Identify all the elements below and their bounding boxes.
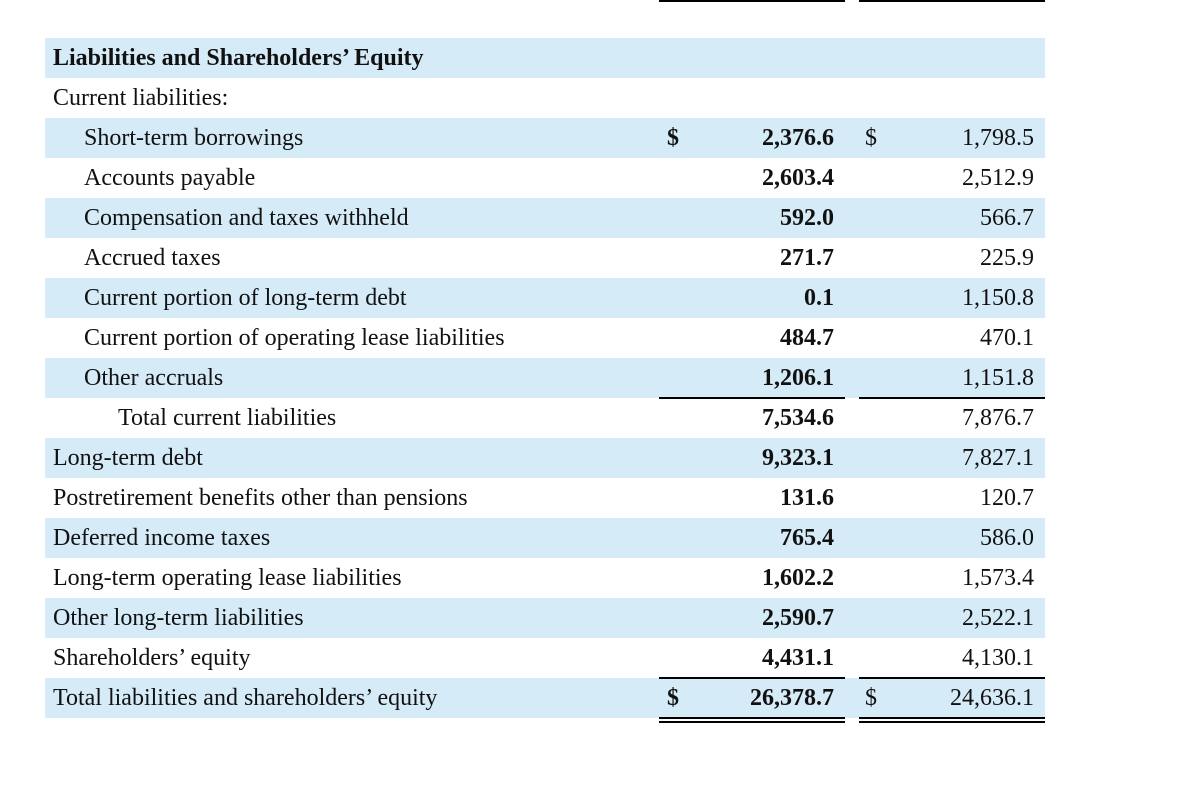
row-label: Postretirement benefits other than pensi… <box>53 485 468 511</box>
value-current: 131.6 <box>780 485 834 511</box>
value-current: 1,206.1 <box>762 365 834 391</box>
table-row: Compensation and taxes withheld 592.0 56… <box>45 198 1045 238</box>
value-prior: 1,150.8 <box>962 285 1034 311</box>
value-current: 2,603.4 <box>762 165 834 191</box>
subsection-header-row: Current liabilities: <box>45 78 1045 118</box>
value-prior: 24,636.1 <box>950 685 1034 711</box>
table-row: Current portion of long-term debt 0.1 1,… <box>45 278 1045 318</box>
row-label: Current portion of operating lease liabi… <box>84 325 505 351</box>
value-current: 592.0 <box>780 205 834 231</box>
table-row: Accounts payable 2,603.4 2,512.9 <box>45 158 1045 198</box>
current-liabilities-header: Current liabilities: <box>53 85 229 111</box>
value-prior: 1,798.5 <box>962 125 1034 151</box>
header-rule-current <box>659 0 845 2</box>
value-prior: 470.1 <box>980 325 1034 351</box>
value-prior: 120.7 <box>980 485 1034 511</box>
value-current: 765.4 <box>780 525 834 551</box>
header-rule-prior <box>859 0 1045 2</box>
currency-symbol: $ <box>667 125 679 151</box>
subtotal-rule <box>859 397 1045 399</box>
table-row: Long-term operating lease liabilities 1,… <box>45 558 1045 598</box>
value-prior: 4,130.1 <box>962 645 1034 671</box>
value-prior: 225.9 <box>980 245 1034 271</box>
row-label: Long-term operating lease liabilities <box>53 565 402 591</box>
double-rule-bottom <box>859 721 1045 723</box>
value-prior: 7,876.7 <box>962 405 1034 431</box>
value-prior: 2,512.9 <box>962 165 1034 191</box>
value-prior: 1,573.4 <box>962 565 1034 591</box>
row-label: Total current liabilities <box>118 405 337 431</box>
row-label: Total liabilities and shareholders’ equi… <box>53 685 438 711</box>
subtotal-row: Total current liabilities 7,534.6 7,876.… <box>45 398 1045 438</box>
currency-symbol: $ <box>667 685 679 711</box>
value-current: 271.7 <box>780 245 834 271</box>
subtotal-rule <box>859 677 1045 679</box>
value-current: 0.1 <box>804 285 834 311</box>
table-row: Other long-term liabilities 2,590.7 2,52… <box>45 598 1045 638</box>
subtotal-rule <box>659 677 845 679</box>
row-label: Short-term borrowings <box>84 125 304 151</box>
value-prior: 1,151.8 <box>962 365 1034 391</box>
table-row: Deferred income taxes 765.4 586.0 <box>45 518 1045 558</box>
row-label: Long-term debt <box>53 445 203 471</box>
row-label: Accrued taxes <box>84 245 221 271</box>
row-label: Other long-term liabilities <box>53 605 304 631</box>
table-row: Postretirement benefits other than pensi… <box>45 478 1045 518</box>
value-prior: 7,827.1 <box>962 445 1034 471</box>
value-current: 2,376.6 <box>762 125 834 151</box>
value-current: 9,323.1 <box>762 445 834 471</box>
balance-sheet-table: Liabilities and Shareholders’ Equity Cur… <box>45 38 1045 723</box>
row-label: Accounts payable <box>84 165 256 191</box>
value-current: 26,378.7 <box>750 685 834 711</box>
row-label: Other accruals <box>84 365 224 391</box>
table-row: Long-term debt 9,323.1 7,827.1 <box>45 438 1045 478</box>
section-header-row: Liabilities and Shareholders’ Equity <box>45 38 1045 78</box>
row-label: Compensation and taxes withheld <box>84 205 409 231</box>
value-current: 4,431.1 <box>762 645 834 671</box>
currency-symbol: $ <box>865 125 877 151</box>
value-prior: 2,522.1 <box>962 605 1034 631</box>
double-rule-top <box>859 717 1045 719</box>
table-row: Shareholders’ equity 4,431.1 4,130.1 <box>45 638 1045 679</box>
value-current: 7,534.6 <box>762 405 834 431</box>
table-row: Other accruals 1,206.1 1,151.8 <box>45 358 1045 399</box>
value-prior: 586.0 <box>980 525 1034 551</box>
table-row: Short-term borrowings $ 2,376.6 $ 1,798.… <box>45 118 1045 158</box>
table-row: Accrued taxes 271.7 225.9 <box>45 238 1045 278</box>
section-title: Liabilities and Shareholders’ Equity <box>53 45 424 71</box>
value-current: 484.7 <box>780 325 834 351</box>
row-label: Deferred income taxes <box>53 525 271 551</box>
grand-total-row: Total liabilities and shareholders’ equi… <box>45 678 1045 723</box>
row-label: Shareholders’ equity <box>53 645 251 671</box>
currency-symbol: $ <box>865 685 877 711</box>
double-rule-top <box>659 717 845 719</box>
value-current: 2,590.7 <box>762 605 834 631</box>
row-label: Current portion of long-term debt <box>84 285 407 311</box>
value-current: 1,602.2 <box>762 565 834 591</box>
subtotal-rule <box>659 397 845 399</box>
value-prior: 566.7 <box>980 205 1034 231</box>
double-rule-bottom <box>659 721 845 723</box>
table-row: Current portion of operating lease liabi… <box>45 318 1045 358</box>
